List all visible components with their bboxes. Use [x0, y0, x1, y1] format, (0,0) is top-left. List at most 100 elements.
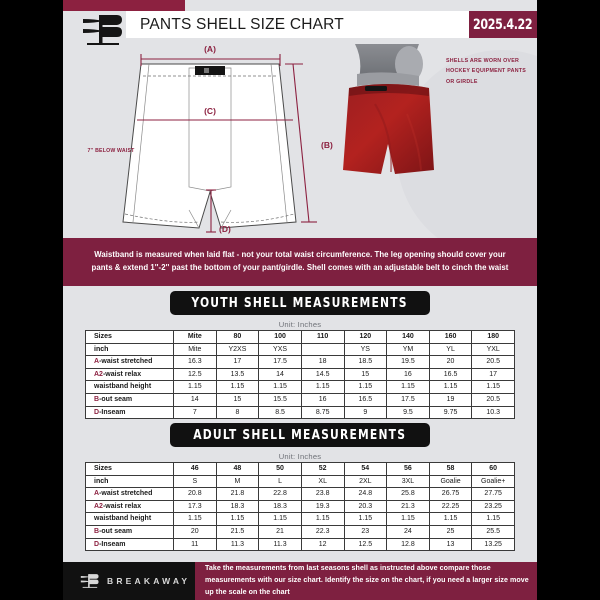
adult-measure-cell: 21.3 — [386, 499, 430, 514]
adult-measure-cell: 1.15 — [471, 512, 515, 526]
youth-measure-cell: 20 — [428, 355, 473, 369]
youth-col-header: Mite — [173, 330, 217, 344]
youth-measure-cell: 14.5 — [300, 367, 345, 382]
adult-measure-cell: 24.8 — [343, 487, 388, 501]
adult-heading-text: ADULT SHELL MEASUREMENTS — [193, 427, 407, 443]
header: PANTS SHELL SIZE CHART 2025.4.22 — [63, 11, 537, 45]
youth-col-header: 80 — [215, 330, 260, 344]
youth-section-header: YOUTH SHELL MEASUREMENTS Unit: Inches — [63, 286, 537, 329]
adult-measure-cell: 1.15 — [428, 512, 473, 526]
adult-measure-cell: 23.8 — [300, 487, 345, 501]
adult-measure-cell: 12.8 — [386, 537, 430, 552]
table-row: A2-waist relax 12.5 13.5 14 14.5 15 16 16.5 17 — [85, 367, 515, 382]
adult-measure-cell: 20 — [173, 524, 217, 539]
table-row: waistband height 1.15 1.15 1.15 1.15 1.15 1.15… — [85, 512, 515, 526]
adult-col-header: 56 — [386, 462, 430, 476]
adult-col-header: 46 — [173, 462, 217, 476]
adult-unit-label: Unit: Inches — [278, 452, 322, 461]
table-row: A-waist stretched 20.8 21.8 22.8 23.8 24.8 25.… — [85, 487, 515, 501]
table-row: A2-waist relax 17.3 18.3 18.3 19.3 20.3 21.3 22… — [85, 499, 515, 514]
youth-col-header: 110 — [300, 330, 345, 344]
adult-table-subheader-row: inch S M L XL 2XL 3XL Goalie Goalie+ — [85, 474, 515, 489]
youth-size-alias: YL — [428, 342, 473, 357]
adult-measure-cell: 1.15 — [173, 512, 217, 526]
breakaway-b-logo-icon — [80, 574, 99, 588]
youth-table-subheader-row: inch Mite Y2XS YXS YS YM YL YXL — [85, 342, 515, 357]
pant-shell-photo — [343, 44, 434, 174]
table-row: B-out seam 14 15 15.5 16 16.5 17.5 19 20.5 — [85, 392, 515, 407]
adult-size-alias: S — [173, 474, 217, 489]
table-row: B-out seam 20 21.5 21 22.3 23 24 25 25.5 — [85, 524, 515, 539]
adult-measure-cell: 12.5 — [343, 537, 388, 552]
adult-measure-cell: 27.75 — [471, 487, 515, 501]
page-title: PANTS SHELL SIZE CHART — [126, 11, 469, 38]
youth-measure-cell: 19 — [428, 392, 473, 407]
youth-measure-cell: 14 — [173, 392, 217, 407]
adult-measure-cell: 11.3 — [215, 537, 260, 552]
adult-measure-cell: 26.75 — [428, 487, 473, 501]
youth-measure-cell: 16.5 — [343, 392, 388, 407]
youth-size-alias: Mite — [173, 342, 217, 357]
adult-measure-cell: 20.8 — [173, 487, 217, 501]
adult-measure-cell: 11 — [173, 537, 217, 552]
youth-table-header-row: Sizes Mite 80 100 110 120 140 160 180 — [85, 330, 515, 344]
youth-measure-cell: 9.75 — [428, 405, 473, 420]
youth-measure-cell: 19.5 — [386, 355, 430, 369]
breakaway-b-logo-icon — [83, 15, 122, 45]
adult-measure-cell: 22.8 — [258, 487, 302, 501]
youth-measure-cell: 13.5 — [215, 367, 260, 382]
adult-measure-cell: 1.15 — [215, 512, 260, 526]
youth-row-label: B-out seam — [85, 392, 174, 407]
table-row: A-waist stretched 16.3 17 17.5 18 18.5 19.5 20 2… — [85, 355, 515, 369]
youth-col-header: 100 — [258, 330, 302, 344]
youth-measure-cell: 10.3 — [471, 405, 515, 420]
adult-row-label: A2-waist relax — [85, 499, 174, 514]
adult-measure-cell: 17.3 — [173, 499, 217, 514]
adult-measure-cell: 22.25 — [428, 499, 473, 514]
shell-usage-note: SHELLS ARE WORN OVER HOCKEY EQUIPMENT PA… — [446, 58, 527, 85]
page-title-text: PANTS SHELL SIZE CHART — [140, 15, 344, 33]
adult-col-header: 50 — [258, 462, 302, 476]
adult-measure-cell: 1.15 — [343, 512, 388, 526]
label-c: (C) — [204, 106, 216, 116]
youth-measure-cell: 17.5 — [258, 355, 302, 369]
below-waist-note: 7'' BELOW WAIST — [87, 148, 135, 154]
youth-measure-cell: 20.5 — [471, 355, 515, 369]
youth-measure-cell: 8.5 — [258, 405, 302, 420]
banner-text: Waistband is measured when laid flat - n… — [91, 250, 509, 272]
youth-measure-cell: 1.15 — [428, 380, 473, 394]
youth-unit-cell: inch — [85, 342, 174, 357]
adult-table-header-row: Sizes 46 48 50 52 54 56 58 60 — [85, 462, 515, 476]
table-row: D-Inseam 7 8 8.5 8.75 9 9.5 9.75 10.3 — [85, 405, 515, 420]
adult-measure-cell: 25 — [428, 524, 473, 539]
label-b: (B) — [321, 140, 333, 150]
youth-measure-cell: 1.15 — [471, 380, 515, 394]
youth-size-alias: YM — [386, 342, 430, 357]
footer-instructions: Take the measurements from last seasons … — [195, 562, 537, 600]
youth-measure-cell: 15.5 — [258, 392, 302, 407]
adult-measure-cell: 25.8 — [386, 487, 430, 501]
youth-measure-cell: 16 — [300, 392, 345, 407]
adult-measure-cell: 11.3 — [258, 537, 302, 552]
youth-measure-cell: 17 — [215, 355, 260, 369]
adult-size-alias: XL — [300, 474, 345, 489]
youth-measure-cell: 20.5 — [471, 392, 515, 407]
youth-measure-cell: 8 — [215, 405, 260, 420]
brand-name: BREAKAWAY — [107, 576, 191, 586]
date-text: 2025.4.22 — [473, 16, 533, 33]
illustration-area: (A) (B) (C) (D) 7'' BELOW WAIST — [63, 40, 537, 260]
youth-col-header: 140 — [386, 330, 430, 344]
youth-measure-cell: 1.15 — [386, 380, 430, 394]
youth-heading-pill: YOUTH SHELL MEASUREMENTS — [170, 291, 430, 315]
youth-measure-cell: 16 — [386, 367, 430, 382]
youth-row-label: A2-waist relax — [85, 367, 174, 382]
youth-size-alias: Y2XS — [215, 342, 260, 357]
adult-measure-cell: 21.8 — [215, 487, 260, 501]
youth-measure-cell: 18 — [300, 355, 345, 369]
youth-unit-label: Unit: Inches — [278, 320, 322, 329]
adult-col-header: 58 — [428, 462, 473, 476]
adult-row-label: B-out seam — [85, 524, 174, 539]
youth-size-alias — [300, 342, 345, 357]
adult-measure-cell: 19.3 — [300, 499, 345, 514]
adult-unit-cell: inch — [85, 474, 174, 489]
